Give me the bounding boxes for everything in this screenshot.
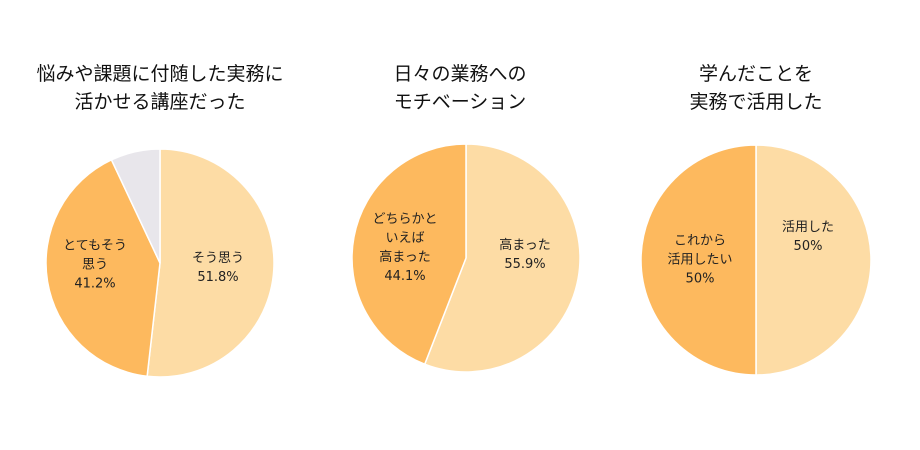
pie-slice	[45, 158, 161, 378]
pie-slice	[351, 143, 467, 366]
pie-slice	[755, 144, 872, 376]
slice-label: どちらかと いえば 高まった 44.1%	[372, 212, 438, 284]
slice-label: 活用した 50%	[781, 220, 834, 254]
pie-slice	[423, 143, 581, 373]
chart-title: 学んだことを 実務で活用した	[689, 63, 823, 113]
chart-title: 日々の業務への モチベーション	[393, 63, 527, 113]
slice-label: これから 活用したい 50%	[667, 233, 733, 287]
slice-label: 高まった 55.9%	[499, 238, 551, 272]
pie-slice	[110, 148, 161, 264]
slice-label: そう思う 51.8%	[191, 251, 244, 285]
slice-label: とてもそう 思う 41.2%	[63, 238, 127, 292]
pie-slice	[146, 148, 275, 378]
chart-title: 悩みや課題に付随した実務に 活かせる講座だった	[36, 63, 284, 113]
pie-slice	[640, 144, 757, 376]
